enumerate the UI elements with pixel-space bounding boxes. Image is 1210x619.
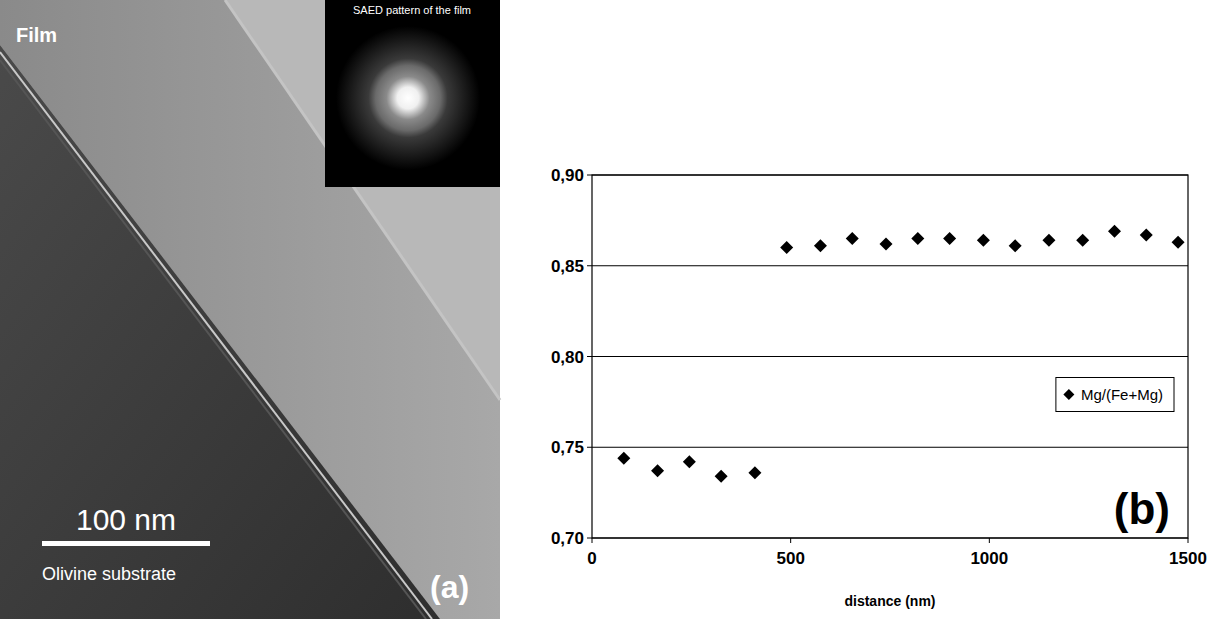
x-tick	[989, 538, 990, 543]
y-tick-label: 0,80	[551, 348, 584, 367]
micrograph-background	[0, 0, 500, 619]
panel-label: (a)	[430, 569, 469, 605]
data-point	[617, 452, 630, 465]
data-point	[814, 239, 827, 252]
saed-pattern	[336, 26, 480, 170]
scale-bar-label: 100 nm	[76, 503, 176, 536]
film-edge	[225, 0, 500, 400]
y-tick	[587, 175, 592, 176]
inset-label: SAED pattern of the film	[353, 4, 471, 16]
y-tick	[587, 356, 592, 357]
data-point	[1108, 225, 1121, 238]
data-point	[1009, 239, 1022, 252]
y-tick	[587, 538, 592, 539]
data-point	[1172, 236, 1185, 249]
data-point	[911, 232, 924, 245]
y-tick-label: 0,90	[551, 166, 584, 185]
legend-label: Mg/(Fe+Mg)	[1081, 386, 1163, 403]
panel-label: (b)	[1114, 484, 1170, 533]
data-point	[748, 466, 761, 479]
chart-panel: 0,70 0,75 0,80 0,85 0,90 0 500 1000 1500 distance…	[551, 166, 1207, 609]
legend-marker	[1063, 389, 1074, 400]
data-point	[977, 234, 990, 247]
legend-box	[1056, 378, 1174, 412]
data-point	[651, 464, 664, 477]
x-tick-label: 1000	[970, 549, 1008, 568]
scale-bar	[42, 541, 210, 546]
data-point	[1140, 228, 1153, 241]
y-tick-label: 0,70	[551, 529, 584, 548]
x-tick	[1188, 538, 1189, 543]
data-point	[880, 237, 893, 250]
data-point	[683, 455, 696, 468]
x-tick-label: 1500	[1169, 549, 1207, 568]
y-tick	[587, 265, 592, 266]
data-point	[715, 470, 728, 483]
plot-frame	[592, 175, 1188, 538]
x-tick	[790, 538, 791, 543]
x-tick	[592, 538, 593, 543]
data-point	[780, 241, 793, 254]
data-point	[943, 232, 956, 245]
micrograph-panel: SAED pattern of the film Film 100 nm Olivin…	[0, 0, 500, 619]
grid-line	[592, 265, 1188, 266]
data-points	[617, 225, 1184, 483]
x-tick-label: 500	[776, 549, 804, 568]
data-point	[1042, 234, 1055, 247]
x-axis-title: distance (nm)	[844, 593, 935, 609]
data-point	[1076, 234, 1089, 247]
grid-line	[592, 447, 1188, 448]
x-tick-label: 0	[587, 549, 596, 568]
y-tick	[587, 447, 592, 448]
data-point	[846, 232, 859, 245]
substrate-label: Olivine substrate	[42, 564, 176, 584]
figure: SAED pattern of the film Film 100 nm Olivin…	[0, 0, 1210, 619]
legend: Mg/(Fe+Mg)	[1056, 378, 1174, 412]
film-label: Film	[16, 24, 57, 46]
saed-inset	[325, 0, 500, 187]
grid-line	[592, 356, 1188, 357]
y-tick-label: 0,85	[551, 257, 584, 276]
film-region	[0, 0, 500, 619]
plot-area	[592, 175, 1188, 538]
y-tick-label: 0,75	[551, 438, 584, 457]
